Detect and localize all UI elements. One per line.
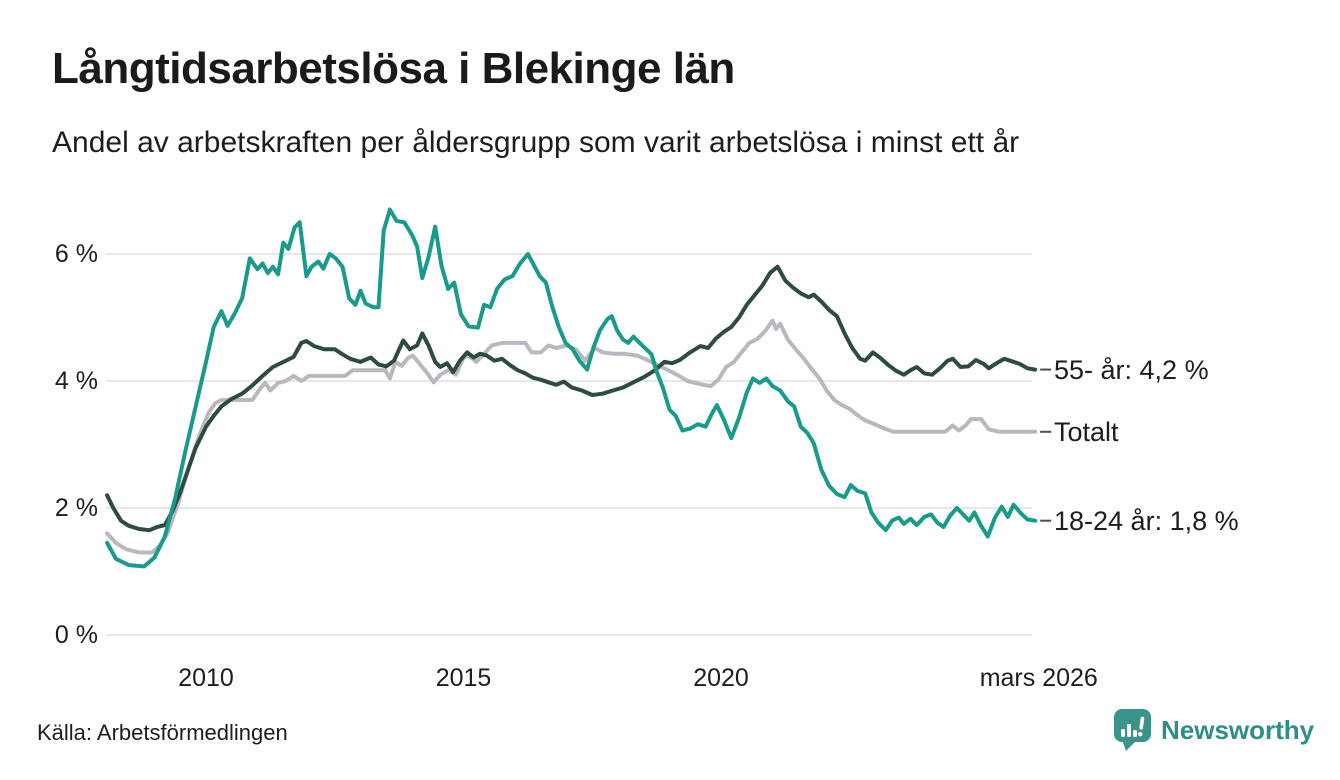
source-note: Källa: Arbetsförmedlingen: [37, 720, 288, 745]
newsworthy-logo: Newsworthy: [1113, 708, 1314, 752]
chart-title: Långtidsarbetslösa i Blekinge län: [52, 44, 735, 93]
series-end-label-55-ar: 55- år: 4,2 %: [1054, 354, 1209, 385]
x-axis-tick-2015: 2015: [435, 664, 492, 692]
x-axis-tick-2010: 2010: [178, 664, 234, 692]
newsworthy-icon: [1114, 709, 1151, 751]
y-axis-tick-2: 2 %: [54, 494, 98, 522]
series-end-label-18-24-ar: 18-24 år: 1,8 %: [1054, 505, 1239, 536]
x-axis-tick-2020: 2020: [693, 664, 749, 692]
newsworthy-wordmark: Newsworthy: [1161, 715, 1315, 745]
y-axis-tick-4: 4 %: [54, 367, 98, 395]
series-end-label-totalt: Totalt: [1054, 416, 1119, 447]
x-axis-tick-mars-2026: mars 2026: [979, 664, 1098, 692]
y-axis-tick-6: 6 %: [54, 240, 98, 268]
chart-subtitle: Andel av arbetskraften per åldersgrupp s…: [52, 126, 1020, 159]
y-axis-tick-0: 0 %: [54, 621, 98, 649]
